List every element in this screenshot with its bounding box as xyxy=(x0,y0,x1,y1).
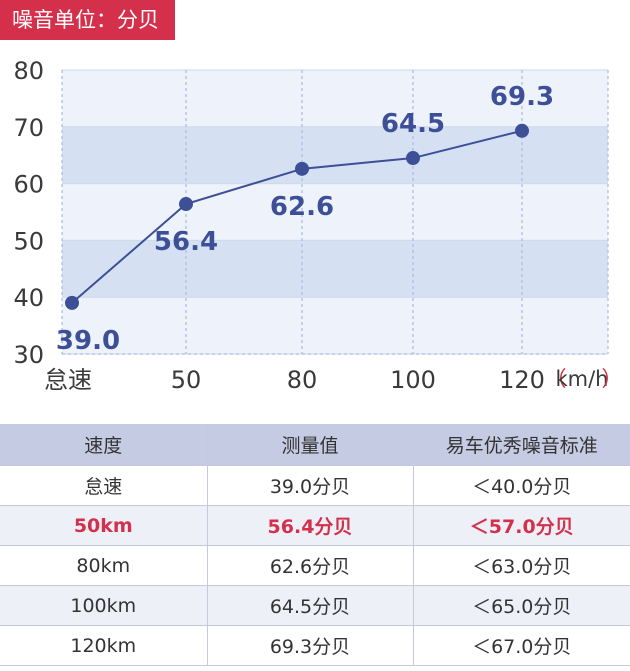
x-tick-label: 80 xyxy=(287,366,318,394)
y-tick-label: 40 xyxy=(13,284,44,312)
header-standard: 易车优秀噪音标准 xyxy=(413,424,630,466)
y-tick-label: 30 xyxy=(13,341,44,369)
x-tick-label: 50 xyxy=(171,366,202,394)
plot-background xyxy=(62,70,608,354)
cell-speed: 80km xyxy=(0,545,208,586)
shaded-band xyxy=(62,126,608,184)
data-label: 69.3 xyxy=(490,82,554,112)
data-point xyxy=(406,151,420,166)
cell-standard: ＜65.0分贝 xyxy=(413,585,630,626)
header-speed: 速度 xyxy=(0,424,208,466)
data-label: 39.0 xyxy=(56,326,120,356)
table-row-highlighted: 50km 56.4分贝 ＜57.0分贝 xyxy=(0,505,630,546)
cell-speed: 100km xyxy=(0,585,208,626)
y-tick-label: 60 xyxy=(13,171,44,199)
data-point xyxy=(65,295,79,310)
table-header-row: 速度 测量值 易车优秀噪音标准 xyxy=(0,424,630,466)
data-point xyxy=(295,161,309,176)
y-tick-label: 70 xyxy=(13,114,44,142)
cell-measured: 56.4分贝 xyxy=(207,505,414,546)
cell-measured: 39.0分贝 xyxy=(207,465,414,506)
cell-measured: 69.3分贝 xyxy=(207,625,414,666)
x-tick-label: 怠速 xyxy=(44,366,92,394)
data-point xyxy=(179,197,193,212)
cell-speed: 50km xyxy=(0,505,208,546)
x-unit-paren-close: ） xyxy=(602,367,623,391)
x-tick-label: 120 xyxy=(499,366,545,394)
data-label: 64.5 xyxy=(381,109,445,139)
cell-standard: ＜67.0分贝 xyxy=(413,625,630,666)
header-measured: 测量值 xyxy=(207,424,414,466)
table-row: 100km 64.5分贝 ＜65.0分贝 xyxy=(0,585,630,626)
data-label: 56.4 xyxy=(154,227,218,257)
cell-speed: 怠速 xyxy=(0,465,208,506)
cell-standard: ＜57.0分贝 xyxy=(413,505,630,546)
table-row: 80km 62.6分贝 ＜63.0分贝 xyxy=(0,545,630,586)
cell-speed: 120km xyxy=(0,625,208,666)
shaded-band xyxy=(62,240,608,298)
table-row: 120km 69.3分贝 ＜67.0分贝 xyxy=(0,625,630,666)
x-unit-label: km/h xyxy=(555,367,608,391)
cell-standard: ＜63.0分贝 xyxy=(413,545,630,586)
cell-standard: ＜40.0分贝 xyxy=(413,465,630,506)
cell-measured: 62.6分贝 xyxy=(207,545,414,586)
x-unit-paren-open: （ xyxy=(546,367,567,391)
cell-measured: 64.5分贝 xyxy=(207,585,414,626)
x-tick-label: 100 xyxy=(390,366,436,394)
unit-badge: 噪音单位：分贝 xyxy=(0,0,175,40)
y-tick-label: 50 xyxy=(13,227,44,255)
y-tick-label: 80 xyxy=(13,57,44,85)
data-point xyxy=(515,123,529,138)
noise-line-chart: 30 40 50 60 70 80 怠速 50 80 100 120 （km/h） 39.0 56.4… xyxy=(13,57,623,394)
noise-data-table: 速度 测量值 易车优秀噪音标准 怠速 39.0分贝 ＜40.0分贝 50km 5… xyxy=(0,424,630,666)
table-row: 怠速 39.0分贝 ＜40.0分贝 xyxy=(0,465,630,506)
data-label: 62.6 xyxy=(270,192,334,222)
